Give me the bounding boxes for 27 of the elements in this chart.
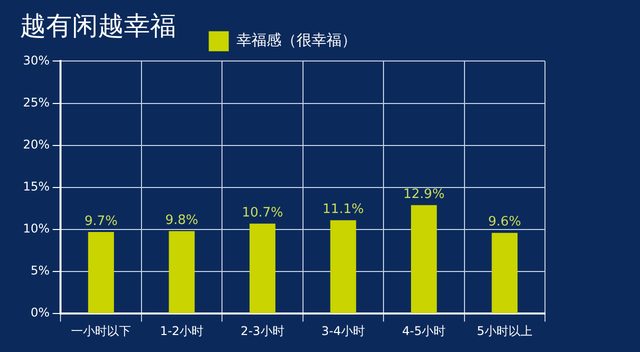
x-tick-label: 2-3小时 [240, 324, 284, 338]
y-tick-label: 25% [23, 95, 50, 110]
bar [411, 205, 437, 314]
text: 9.7% [84, 214, 118, 229]
x-tick-label: 一小时以下 [71, 324, 132, 338]
x-tick-label: 4-5小时 [402, 324, 446, 338]
x-tick-label: 3-4小时 [321, 324, 365, 338]
legend-label: 幸福感（很幸福） [236, 31, 356, 50]
text: 9.8% [165, 213, 198, 228]
y-tick-label: 10% [23, 222, 50, 236]
y-tick-label: 0% [30, 306, 50, 320]
y-tick-label: 5% [30, 264, 50, 278]
x-tick-label: 5小时以上 [476, 324, 532, 338]
bar [250, 224, 276, 314]
bar [492, 232, 518, 314]
bar [88, 232, 114, 314]
bar [330, 220, 356, 314]
bar [168, 231, 195, 314]
y-tick-label: 30% [23, 53, 50, 68]
y-tick-label: 15% [23, 180, 50, 194]
text: 12.9% [403, 186, 445, 202]
text: 10.7% [242, 205, 284, 220]
text: 11.1% [322, 202, 364, 218]
text: 9.6% [488, 214, 522, 230]
y-tick-label: 20% [23, 137, 50, 152]
chart-title: 越有闲越幸福 [20, 11, 176, 42]
x-tick-label: 1-2小时 [160, 324, 204, 338]
